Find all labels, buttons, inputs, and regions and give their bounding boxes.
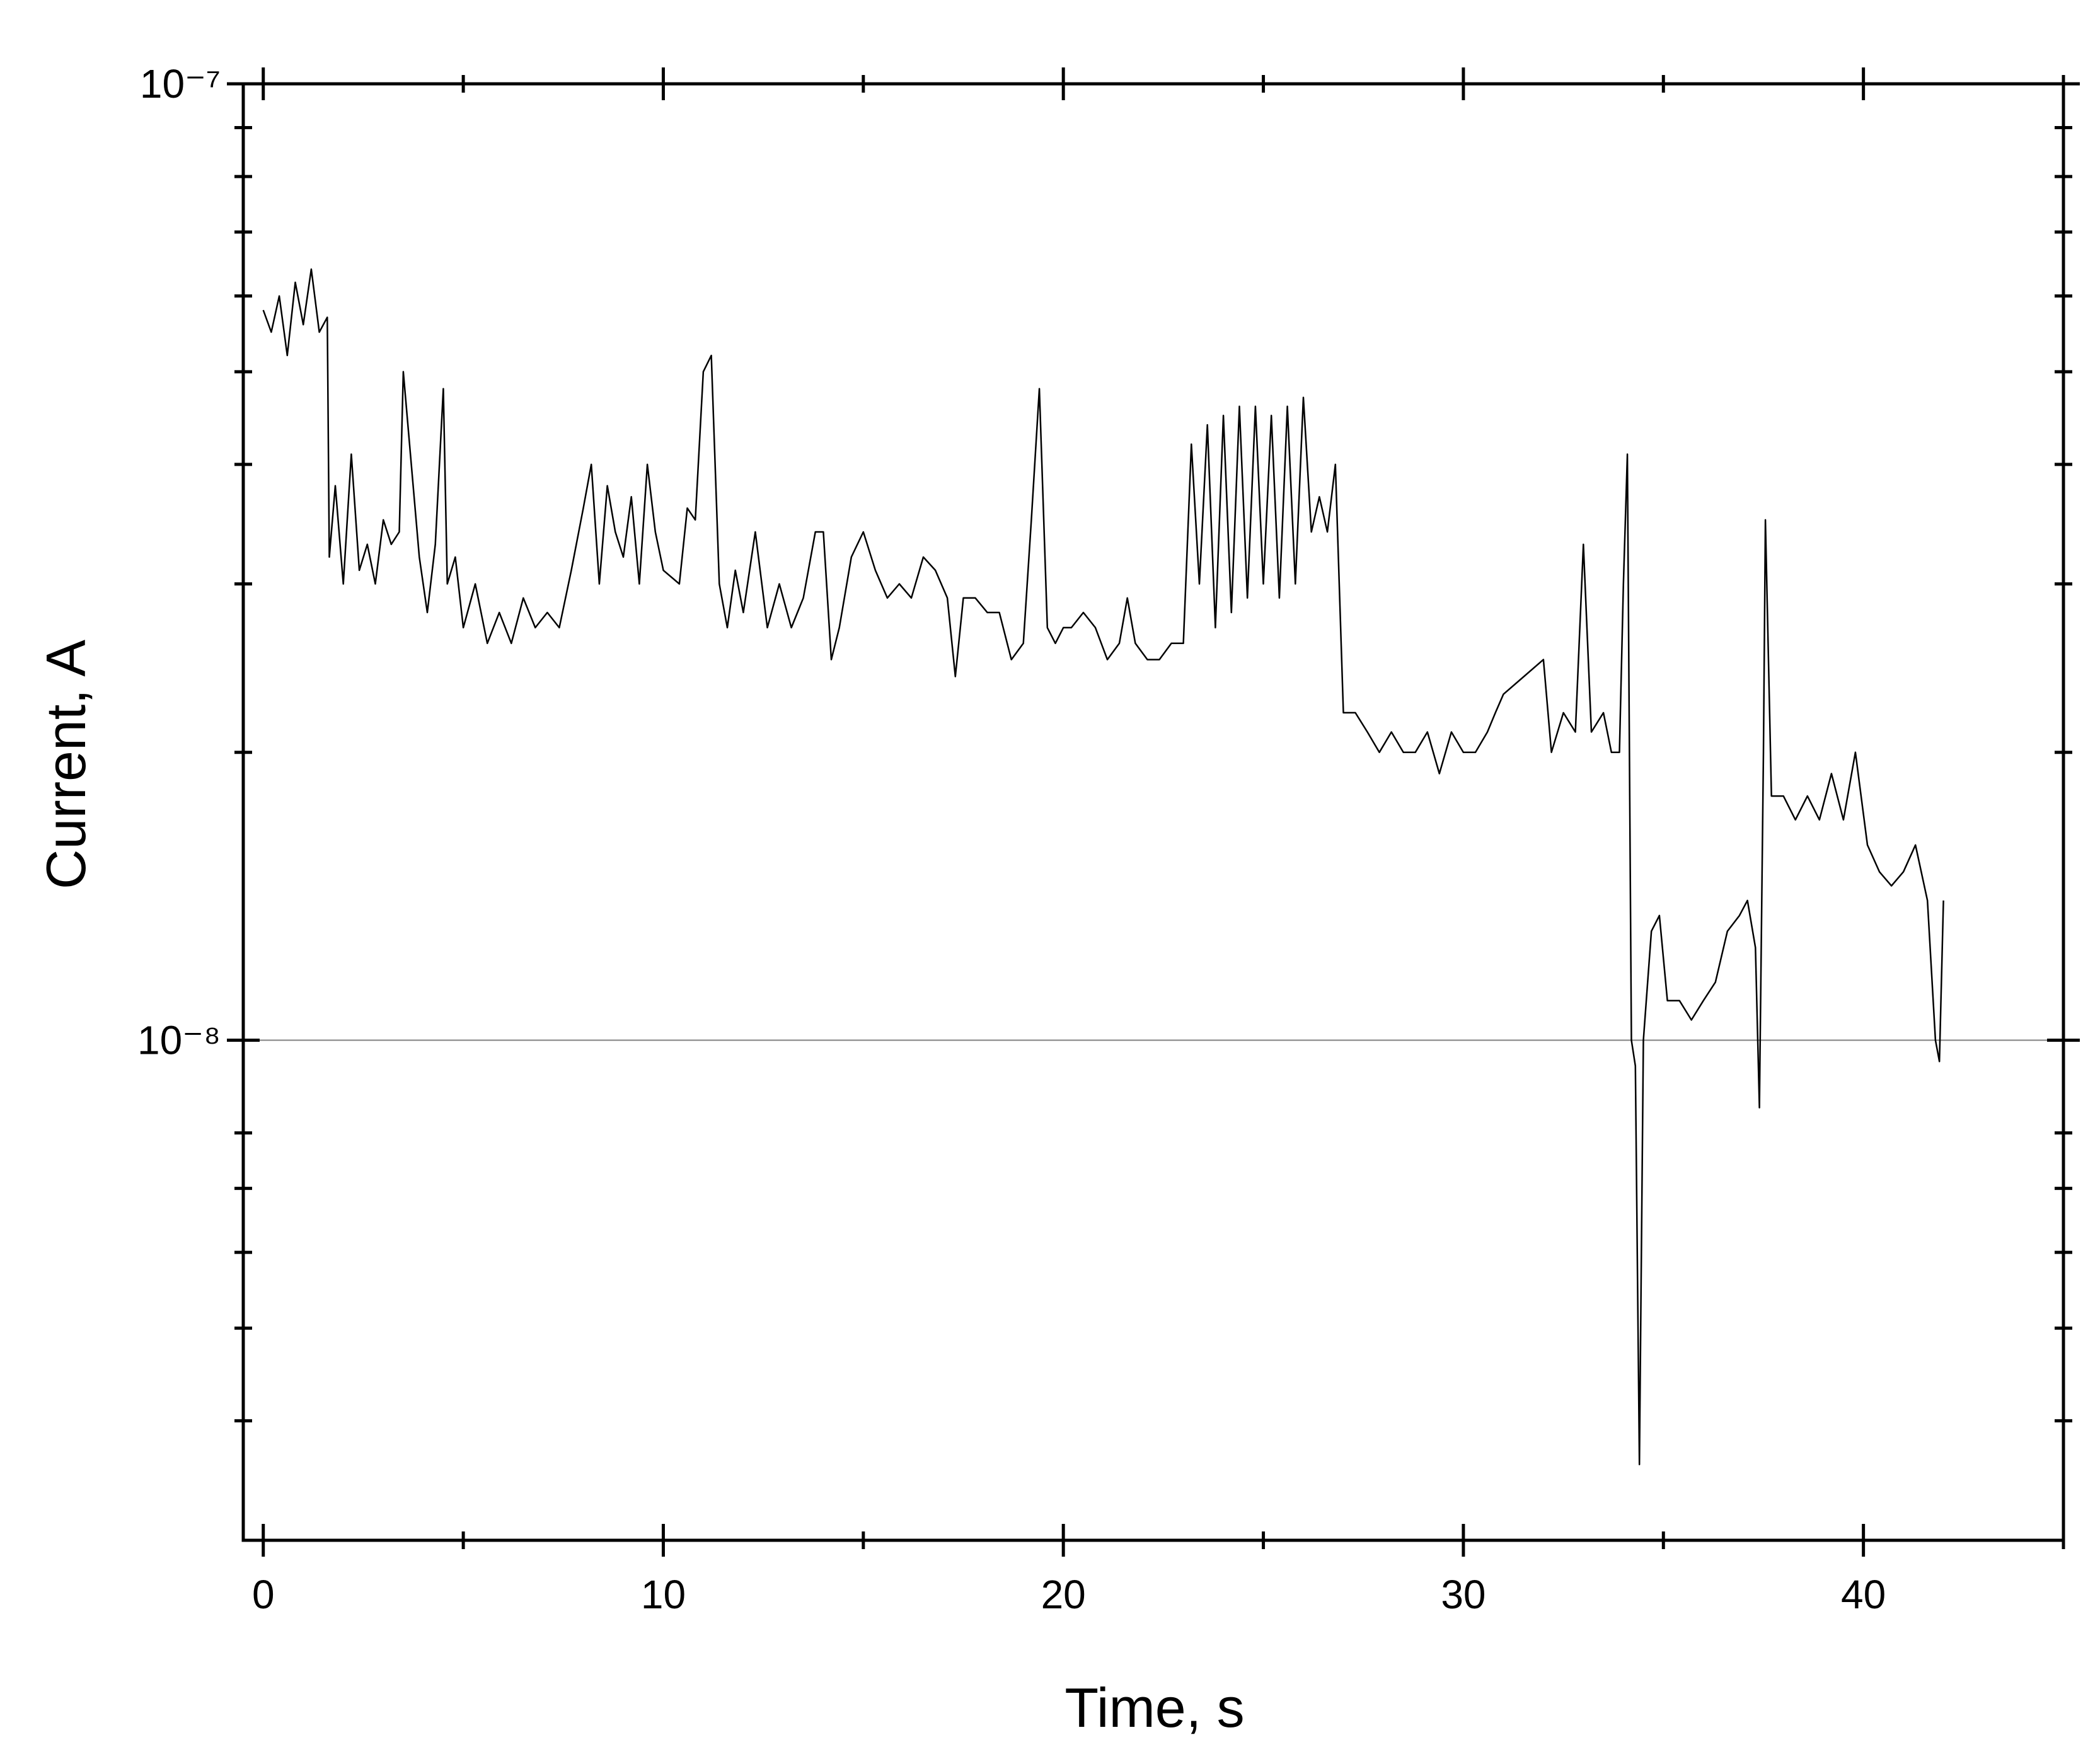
x-tick-label: 10: [641, 1572, 686, 1617]
x-tick-label: 40: [1841, 1572, 1886, 1617]
x-tick-label: 30: [1441, 1572, 1486, 1617]
plot-frame: [241, 82, 2065, 1542]
y-tick-label: 10⁻⁸: [137, 1018, 221, 1063]
x-axis-title: Time, s: [1064, 1676, 1244, 1739]
x-tick-label: 20: [1041, 1572, 1086, 1617]
y-tick-label: 10⁻⁷: [140, 61, 221, 107]
y-axis-title: Current, A: [35, 640, 97, 889]
data-line: [262, 268, 1944, 1466]
x-tick-label: 0: [252, 1572, 275, 1617]
